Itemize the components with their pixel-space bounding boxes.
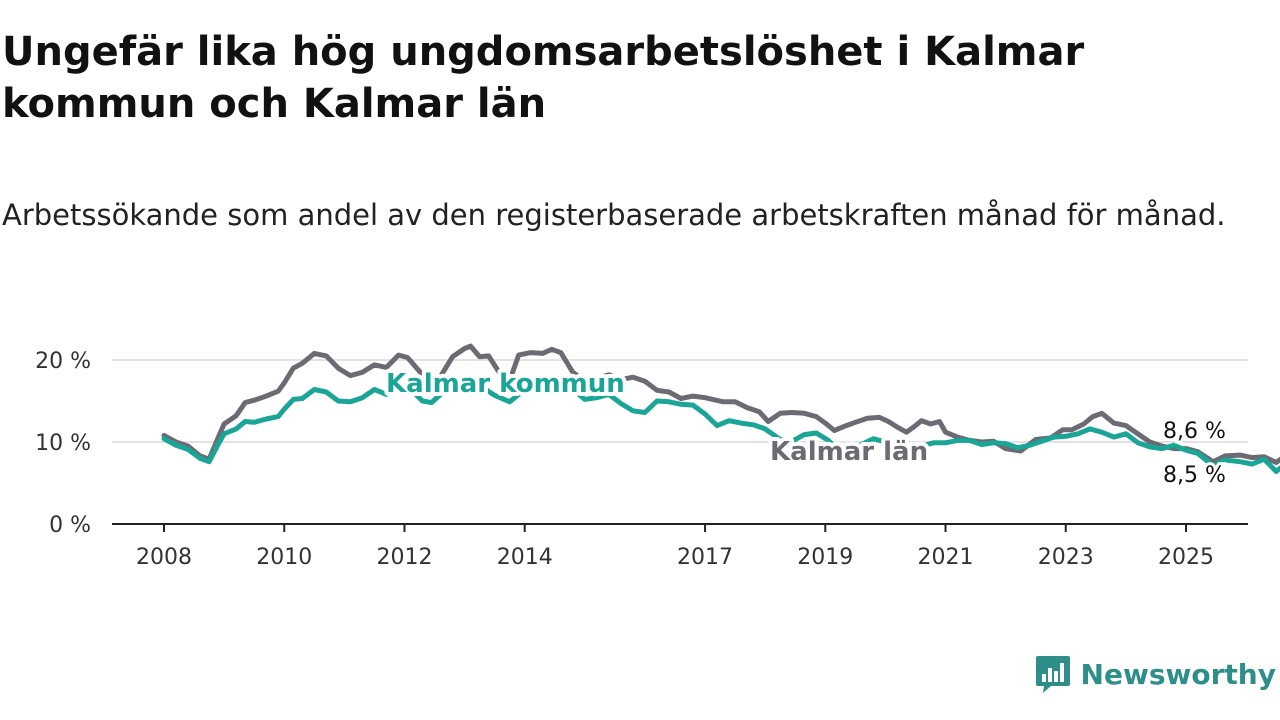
x-tick-label: 2012 — [376, 545, 432, 570]
chart-title: Ungefär lika hög ungdomsarbetslöshet i K… — [2, 29, 1085, 127]
x-tick-label: 2025 — [1158, 545, 1214, 570]
end-value-label: 8,5 % — [1163, 463, 1226, 488]
y-tick-label: 20 % — [35, 349, 91, 374]
brand-name: Newsworthy — [1080, 657, 1276, 691]
series-labels: Kalmar kommun Kalmar län 8,6 % 8,5 % — [382, 365, 1229, 491]
newsworthy-brand[interactable]: Newsworthy — [1035, 652, 1276, 696]
series-lines — [161, 343, 1280, 474]
chart-subtitle: Arbetssökande som andel av den registerb… — [2, 198, 1226, 232]
series-line-kalmar-kommun — [161, 377, 1280, 474]
y-axis: 0 % 10 % 20 % — [35, 349, 91, 538]
series-line-kalmar-lan — [161, 343, 1280, 465]
x-tick-label: 2019 — [797, 545, 853, 570]
x-tick-label: 2023 — [1038, 545, 1094, 570]
x-tick-label: 2017 — [677, 545, 733, 570]
y-tick-label: 10 % — [35, 431, 91, 456]
line-chart: 0 % 10 % 20 % 2008 2010 2012 2014 2017 2019 2021… — [35, 343, 1280, 570]
gridlines — [112, 359, 1248, 443]
series-label-kalmar-lan: Kalmar län — [770, 437, 928, 467]
x-tick-label: 2014 — [497, 545, 553, 570]
x-tick-label: 2021 — [918, 545, 974, 570]
series-label-kalmar-kommun: Kalmar kommun — [386, 369, 625, 399]
x-tick-label: 2010 — [256, 545, 312, 570]
end-value-label: 8,6 % — [1163, 419, 1226, 444]
newsworthy-logo-icon — [1035, 656, 1070, 693]
y-tick-label: 0 % — [49, 513, 91, 538]
x-tick-label: 2008 — [136, 545, 192, 570]
x-axis: 2008 2010 2012 2014 2017 2019 2021 2023 2025 — [112, 523, 1248, 570]
